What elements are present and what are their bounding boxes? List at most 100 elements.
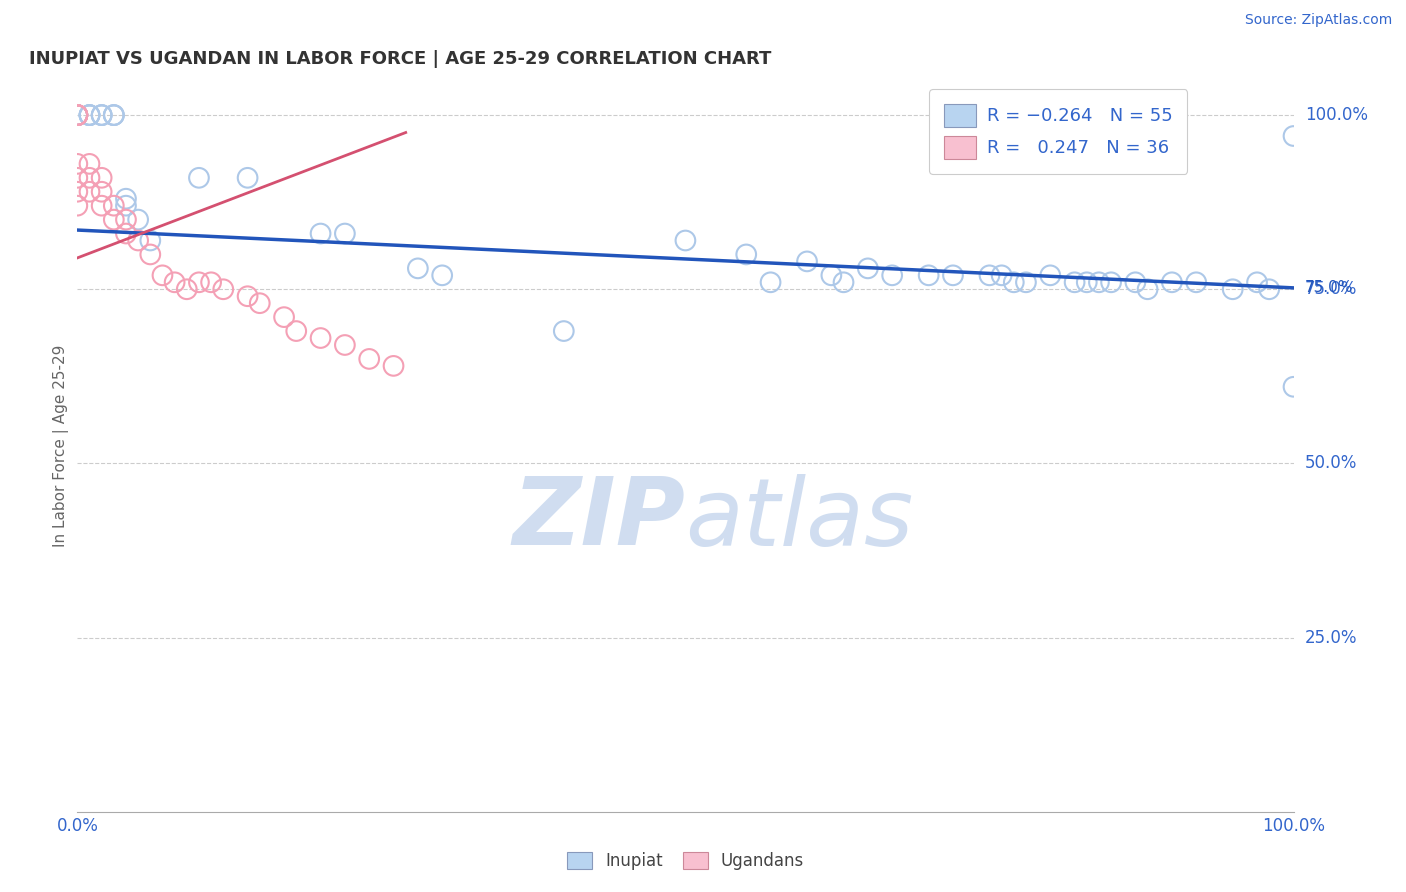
Point <box>212 282 235 296</box>
Point <box>882 268 904 283</box>
Point <box>176 282 198 296</box>
Point <box>139 234 162 248</box>
Point <box>1015 275 1038 289</box>
Point <box>1063 275 1085 289</box>
Point <box>66 108 89 122</box>
Point <box>188 275 211 289</box>
Point <box>990 268 1012 283</box>
Point <box>918 268 941 283</box>
Point <box>1125 275 1147 289</box>
Text: INUPIAT VS UGANDAN IN LABOR FORCE | AGE 25-29 CORRELATION CHART: INUPIAT VS UGANDAN IN LABOR FORCE | AGE … <box>28 50 770 68</box>
Point <box>273 310 295 325</box>
Point <box>942 268 965 283</box>
Point <box>309 331 332 345</box>
Point <box>79 108 101 122</box>
Point <box>66 157 89 171</box>
Point <box>79 185 101 199</box>
Point <box>1002 275 1025 289</box>
Point <box>115 212 138 227</box>
Text: ZIP: ZIP <box>513 473 686 566</box>
Text: 75.0%: 75.0% <box>1305 280 1357 298</box>
Point <box>79 108 101 122</box>
Point <box>759 275 782 289</box>
Point <box>66 108 89 122</box>
Point <box>79 108 101 122</box>
Point <box>90 108 112 122</box>
Point <box>359 351 381 366</box>
Point <box>103 108 125 122</box>
Point <box>66 108 89 122</box>
Point <box>856 261 879 276</box>
Point <box>979 268 1001 283</box>
Point <box>66 108 89 122</box>
Point <box>90 108 112 122</box>
Point <box>249 296 271 310</box>
Text: 50.0%: 50.0% <box>1305 454 1357 473</box>
Point <box>103 199 125 213</box>
Point <box>796 254 818 268</box>
Point <box>127 234 149 248</box>
Point <box>79 170 101 185</box>
Point <box>188 170 211 185</box>
Point <box>430 268 453 283</box>
Point <box>66 170 89 185</box>
Point <box>553 324 575 338</box>
Point <box>66 108 89 122</box>
Legend: Inupiat, Ugandans: Inupiat, Ugandans <box>560 845 811 877</box>
Point <box>152 268 174 283</box>
Point <box>1161 275 1184 289</box>
Text: Source: ZipAtlas.com: Source: ZipAtlas.com <box>1244 13 1392 28</box>
Point <box>1282 128 1305 143</box>
Point <box>90 199 112 213</box>
Point <box>90 108 112 122</box>
Point <box>66 108 89 122</box>
Point <box>285 324 308 338</box>
Point <box>66 108 89 122</box>
Point <box>115 227 138 241</box>
Point <box>66 199 89 213</box>
Text: 100.0%: 100.0% <box>1305 106 1368 124</box>
Point <box>103 108 125 122</box>
Point <box>675 234 697 248</box>
Y-axis label: In Labor Force | Age 25-29: In Labor Force | Age 25-29 <box>53 345 69 547</box>
Point <box>66 108 89 122</box>
Point <box>333 227 356 241</box>
Point <box>139 247 162 261</box>
Point <box>79 157 101 171</box>
Point <box>163 275 186 289</box>
Point <box>103 212 125 227</box>
Point <box>1258 282 1281 296</box>
Point <box>90 170 112 185</box>
Point <box>382 359 405 373</box>
Point <box>115 192 138 206</box>
Point <box>115 199 138 213</box>
Point <box>1282 380 1305 394</box>
Point <box>832 275 855 289</box>
Point <box>333 338 356 352</box>
Point <box>735 247 758 261</box>
Point <box>1246 275 1268 289</box>
Point <box>66 108 89 122</box>
Point <box>66 108 89 122</box>
Point <box>309 227 332 241</box>
Point <box>1039 268 1062 283</box>
Point <box>200 275 222 289</box>
Point <box>1088 275 1111 289</box>
Point <box>820 268 842 283</box>
Point <box>103 108 125 122</box>
Point <box>127 212 149 227</box>
Point <box>406 261 429 276</box>
Point <box>1099 275 1122 289</box>
Text: 25.0%: 25.0% <box>1305 629 1357 647</box>
Point <box>90 185 112 199</box>
Point <box>236 289 259 303</box>
Point <box>66 185 89 199</box>
Point <box>1076 275 1098 289</box>
Point <box>66 108 89 122</box>
Text: atlas: atlas <box>686 474 914 565</box>
Point <box>1222 282 1244 296</box>
Point <box>1136 282 1159 296</box>
Point <box>1185 275 1208 289</box>
Text: 75.0%: 75.0% <box>1305 280 1353 295</box>
Point <box>79 108 101 122</box>
